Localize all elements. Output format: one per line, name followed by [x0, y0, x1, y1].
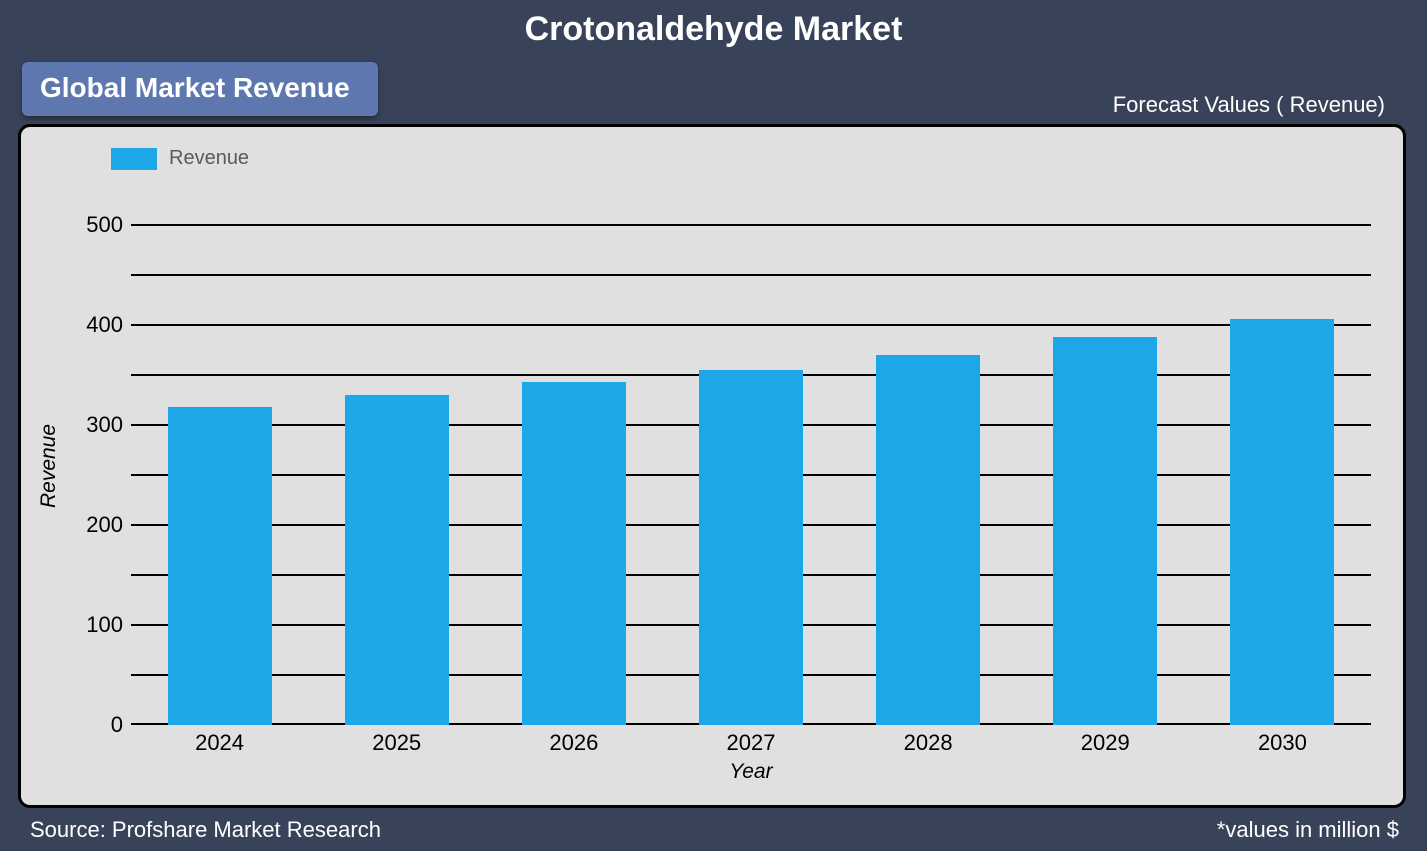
chart-panel: Revenue Revenue Year 0100200300400500202… — [18, 124, 1406, 808]
x-tick-label: 2029 — [1081, 730, 1130, 756]
y-axis-title: Revenue — [37, 424, 61, 508]
bar — [345, 395, 449, 725]
plot-area: Year 01002003004005002024202520262027202… — [131, 195, 1371, 725]
y-tick-label: 0 — [63, 712, 123, 738]
y-tick-label: 400 — [63, 312, 123, 338]
page-title: Crotonaldehyde Market — [0, 0, 1427, 63]
bar — [1230, 319, 1334, 725]
gridline — [131, 324, 1371, 326]
bar — [876, 355, 980, 725]
gridline — [131, 274, 1371, 276]
legend-swatch — [111, 148, 157, 170]
bar — [1053, 337, 1157, 725]
bar — [522, 382, 626, 725]
y-tick-label: 100 — [63, 612, 123, 638]
footer-source: Source: Profshare Market Research — [30, 817, 381, 843]
x-tick-label: 2024 — [195, 730, 244, 756]
footer-note: *values in million $ — [1217, 817, 1399, 843]
x-tick-label: 2028 — [904, 730, 953, 756]
x-axis-title: Year — [729, 760, 772, 784]
legend: Revenue — [111, 147, 249, 170]
x-tick-label: 2026 — [549, 730, 598, 756]
legend-label: Revenue — [169, 147, 249, 170]
gridline — [131, 224, 1371, 226]
bar — [699, 370, 803, 725]
y-tick-label: 200 — [63, 512, 123, 538]
x-tick-label: 2030 — [1258, 730, 1307, 756]
forecast-label: Forecast Values ( Revenue) — [1113, 92, 1385, 118]
y-tick-label: 300 — [63, 412, 123, 438]
x-tick-label: 2027 — [727, 730, 776, 756]
bar — [168, 407, 272, 725]
x-tick-label: 2025 — [372, 730, 421, 756]
revenue-badge: Global Market Revenue — [22, 62, 378, 116]
y-tick-label: 500 — [63, 212, 123, 238]
